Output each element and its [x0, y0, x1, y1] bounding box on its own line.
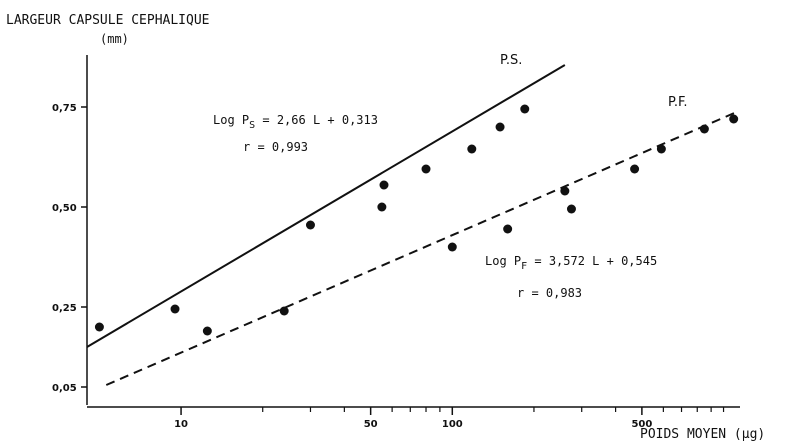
- data-point-ps: [94, 322, 104, 332]
- data-point-ps: [305, 220, 315, 230]
- x-tick-label: 500: [631, 419, 652, 430]
- equation-ps-r: r = 0,993: [243, 140, 308, 154]
- equation-pf-subscript: F: [521, 261, 527, 272]
- x-tick-label: 50: [364, 419, 378, 430]
- data-point-pf: [566, 204, 576, 214]
- data-point-pf: [503, 224, 513, 234]
- x-ticks: 10 50 100 500: [174, 407, 725, 430]
- data-point-pf: [699, 124, 709, 134]
- x-axis-label: POIDS MOYEN (µg): [640, 427, 765, 442]
- fit-line-ps: [86, 64, 566, 348]
- equation-ps-subscript: S: [249, 120, 255, 131]
- y-tick-label: 0,25: [52, 303, 77, 314]
- data-point-pf: [560, 186, 570, 196]
- data-point-ps: [421, 164, 431, 174]
- fit-line-pf: [105, 110, 740, 386]
- data-point-pf: [202, 326, 212, 336]
- data-point-ps: [379, 180, 389, 190]
- data-point-ps: [467, 144, 477, 154]
- x-tick-label: 100: [442, 419, 463, 430]
- y-ticks: 0,05 0,25 0,50 0,75: [52, 103, 87, 394]
- fit-lines: [86, 64, 740, 386]
- data-point-ps: [377, 202, 387, 212]
- equation-ps-text: Log PS = 2,66 L + 0,313: [213, 113, 378, 131]
- data-point-pf: [279, 306, 289, 316]
- y-tick-label: 0,75: [52, 103, 77, 114]
- y-axis-title: LARGEUR CAPSULE CEPHALIQUE (mm): [6, 13, 210, 46]
- data-point-ps: [170, 304, 180, 314]
- equation-pf-text: Log PF = 3,572 L + 0,545: [485, 254, 657, 272]
- data-point-pf: [630, 164, 640, 174]
- y-axis-label: LARGEUR CAPSULE CEPHALIQUE: [6, 13, 210, 28]
- equation-pf-r: r = 0,983: [517, 286, 582, 300]
- series-label-ps: P.S.: [500, 53, 522, 68]
- data-point-pf: [447, 242, 457, 252]
- data-point-ps: [520, 104, 530, 114]
- series-labels: P.S. P.F.: [500, 53, 687, 110]
- equation-pf-main: Log P: [485, 254, 521, 268]
- equation-pf: Log PF = 3,572 L + 0,545 r = 0,983: [485, 254, 657, 300]
- y-tick-label: 0,50: [52, 203, 77, 214]
- axes: [86, 55, 740, 408]
- series-label-pf: P.F.: [668, 95, 687, 110]
- equation-pf-rest: = 3,572 L + 0,545: [527, 254, 657, 268]
- data-point-ps: [495, 122, 505, 132]
- data-point-pf: [656, 144, 666, 154]
- y-tick-label: 0,05: [52, 383, 77, 394]
- data-point-pf: [729, 114, 739, 124]
- equation-ps-main: Log P: [213, 113, 249, 127]
- data-points: [94, 104, 739, 336]
- y-axis-unit: (mm): [100, 32, 129, 46]
- equation-ps: Log PS = 2,66 L + 0,313 r = 0,993: [213, 113, 378, 154]
- equation-ps-rest: = 2,66 L + 0,313: [255, 113, 378, 127]
- x-tick-label: 10: [174, 419, 188, 430]
